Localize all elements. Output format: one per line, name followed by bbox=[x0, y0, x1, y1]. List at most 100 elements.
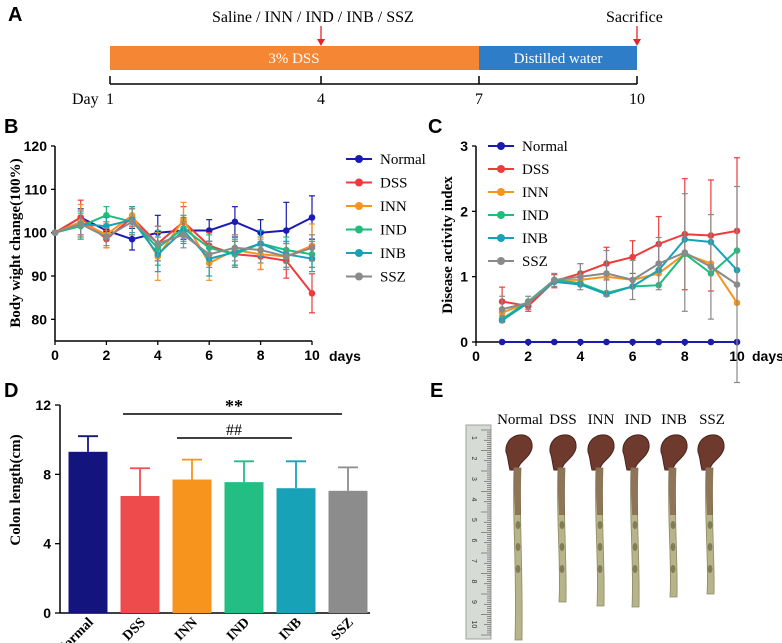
colon-pellet bbox=[597, 543, 603, 551]
chart-c-legend-marker bbox=[497, 165, 505, 173]
day-1-label: 1 bbox=[106, 91, 114, 108]
colon-pellet bbox=[597, 565, 603, 573]
chart-c-point bbox=[603, 338, 610, 346]
colon-pellet bbox=[559, 543, 565, 551]
chart-c-line-inb bbox=[501, 238, 738, 322]
colon-pellet bbox=[707, 543, 713, 551]
chart-c-point bbox=[551, 276, 558, 284]
chart-c-point bbox=[655, 338, 662, 346]
chart-b-legend-label: Normal bbox=[380, 152, 426, 168]
colon-upper-tint bbox=[705, 468, 713, 515]
chart-c-legend-marker bbox=[497, 211, 505, 219]
colon-pellet bbox=[515, 521, 521, 529]
chart-d-bar-inb bbox=[276, 488, 316, 613]
significance-mark-2: ## bbox=[226, 422, 242, 439]
panel-a-label: A bbox=[8, 4, 22, 26]
chart-c-legend-label: INB bbox=[522, 231, 548, 247]
colon-upper-tint bbox=[557, 468, 565, 515]
chart-c-y-tick-label: 1 bbox=[460, 269, 468, 285]
colon-pellet bbox=[559, 521, 565, 529]
sacrifice-arrowhead bbox=[633, 39, 641, 46]
colon-ssz bbox=[697, 434, 725, 595]
panel-d-label: D bbox=[4, 380, 18, 402]
chart-b-ylabel: Body wight change(100%) bbox=[8, 158, 24, 327]
chart-c-point bbox=[577, 338, 584, 346]
colon-pellet bbox=[670, 565, 676, 573]
chart-b-point bbox=[205, 251, 213, 258]
colon-upper-tint bbox=[595, 468, 603, 515]
chart-c-point bbox=[577, 273, 584, 280]
chart-c-point bbox=[498, 338, 506, 346]
chart-b-point bbox=[283, 253, 290, 260]
photo-label-ind: IND bbox=[625, 412, 652, 428]
chart-c-x-tick-label: 2 bbox=[524, 348, 532, 364]
chart-b-y-tick-label: 120 bbox=[24, 138, 48, 154]
chart-b-point bbox=[128, 235, 136, 243]
chart-b-legend-marker bbox=[355, 155, 363, 163]
photo-label-ssz: SSZ bbox=[699, 412, 725, 428]
chart-b-legend-marker bbox=[355, 249, 363, 257]
panel-c-label: C bbox=[428, 116, 442, 138]
chart-b-legend-marker bbox=[355, 225, 363, 234]
chart-b-y-tick-label: 110 bbox=[24, 181, 47, 197]
chart-d-y-tick-label: 4 bbox=[43, 536, 51, 552]
chart-c-point bbox=[551, 338, 558, 346]
chart-b-legend-label: IND bbox=[380, 223, 407, 239]
chart-b-legend-marker bbox=[355, 202, 363, 210]
chart-b-x-tick-label: 6 bbox=[205, 347, 213, 363]
day-7-label: 7 bbox=[475, 91, 483, 108]
colon-cecum bbox=[505, 434, 533, 471]
colon-upper-tint bbox=[513, 468, 521, 515]
chart-d-x-tick-label: SSZ bbox=[329, 615, 357, 643]
photo-label-dss: DSS bbox=[549, 412, 577, 428]
chart-c-point bbox=[603, 270, 610, 277]
chart-c-line-ssz bbox=[501, 251, 738, 311]
chart-b-x-tick-label: 10 bbox=[304, 347, 320, 363]
chart-b-point bbox=[308, 244, 316, 252]
colon-upper-tint bbox=[630, 468, 638, 515]
chart-b-legend-marker bbox=[355, 272, 363, 281]
photo-label-inn: INN bbox=[588, 412, 615, 428]
dss-period-bar bbox=[110, 46, 479, 70]
chart-d-y-tick-label: 8 bbox=[43, 466, 51, 482]
chart-c-y-tick-label: 0 bbox=[460, 334, 468, 350]
chart-d-y-tick-label: 0 bbox=[43, 605, 51, 621]
colon-normal bbox=[505, 434, 533, 641]
photo-label-normal: Normal bbox=[497, 412, 543, 428]
chart-c-legend-marker bbox=[497, 257, 505, 265]
ruler-number: 8 bbox=[470, 580, 477, 584]
chart-d: 0 4 8 12 Normal DSS INN IND INB SSZ bbox=[35, 397, 370, 643]
chart-d-bar-ind bbox=[224, 482, 264, 613]
chart-d-x-tick-label: Normal bbox=[54, 615, 97, 643]
ruler-number: 10 bbox=[470, 621, 477, 629]
panel-b-label: B bbox=[4, 116, 18, 138]
chart-c-point bbox=[498, 306, 506, 313]
colon-pellet bbox=[632, 565, 638, 573]
colon-pellet bbox=[559, 565, 565, 573]
chart-c-x-tick-label: 4 bbox=[577, 348, 585, 364]
ruler-number: 1 bbox=[470, 436, 477, 440]
chart-b-x-tick-label: 2 bbox=[103, 347, 111, 363]
chart-b-point bbox=[128, 218, 136, 226]
colon-inb bbox=[660, 434, 688, 598]
colon-pellet bbox=[515, 565, 521, 573]
chart-b-y-tick-label: 100 bbox=[24, 225, 48, 241]
chart-d-x-tick-label: INN bbox=[172, 615, 201, 643]
chart-b-legend-marker bbox=[355, 178, 363, 187]
colon-cecum bbox=[697, 434, 725, 471]
chart-d-bar-normal bbox=[68, 451, 108, 613]
chart-b-point bbox=[231, 218, 239, 226]
chart-c-point bbox=[707, 263, 715, 271]
chart-b-point bbox=[103, 233, 110, 241]
chart-c-x-tick-label: 8 bbox=[681, 348, 689, 364]
chart-c-legend-label: Normal bbox=[522, 139, 568, 155]
colon-cecum bbox=[660, 434, 688, 471]
ruler-number: 5 bbox=[470, 518, 477, 522]
chart-c-legend-marker bbox=[497, 188, 505, 196]
ruler-ticks: 1 2 3 4 5 6 7 8 9 10 bbox=[470, 429, 491, 636]
chart-d-x-tick-label: INB bbox=[277, 615, 305, 643]
dss-period-label: 3% DSS bbox=[268, 51, 319, 67]
treatment-arrowhead bbox=[317, 39, 325, 46]
chart-b-y-tick-label: 80 bbox=[31, 311, 47, 327]
chart-b-point bbox=[257, 246, 264, 254]
